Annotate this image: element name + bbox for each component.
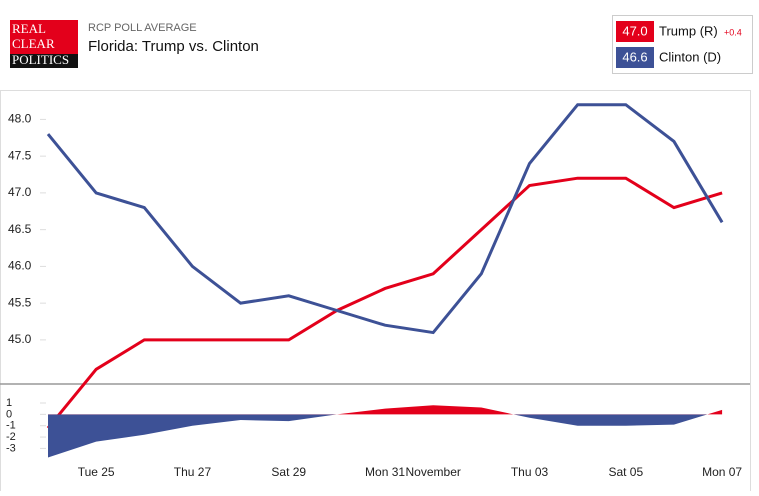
x-tick-label: November xyxy=(406,465,461,479)
logo-text: REAL xyxy=(12,21,46,36)
x-tick-label: Mon 31 xyxy=(365,465,405,479)
series-line xyxy=(46,176,723,430)
chart-title: Florida: Trump vs. Clinton xyxy=(88,38,259,55)
y-tick-label: 46.0 xyxy=(8,259,32,273)
y-tick-label: 1 xyxy=(6,397,12,409)
y-tick-label: 46.5 xyxy=(8,222,32,236)
spread-area xyxy=(48,405,723,458)
series-line xyxy=(46,103,724,335)
legend-value: 46.6 xyxy=(622,49,647,64)
y-tick-label: 47.0 xyxy=(8,185,32,199)
logo-band xyxy=(10,54,78,68)
plot-frame xyxy=(0,90,751,496)
x-tick-label: Thu 27 xyxy=(174,465,212,479)
x-tick-label: Tue 25 xyxy=(78,465,115,479)
legend-swatch xyxy=(616,21,654,42)
logo-text: CLEAR xyxy=(12,36,55,51)
x-tick-label: Sat 05 xyxy=(608,465,643,479)
legend-change: +0.4 xyxy=(724,27,742,37)
y-tick-label: 45.0 xyxy=(8,332,32,346)
x-tick-label: Thu 03 xyxy=(511,465,549,479)
y-tick-label: -3 xyxy=(6,442,16,454)
y-tick-label: 0 xyxy=(6,408,12,420)
y-tick-label: -1 xyxy=(6,420,16,432)
y-tick-label: 45.5 xyxy=(8,295,32,309)
legend-label: Trump (R) xyxy=(659,23,718,38)
x-tick-label: Sat 29 xyxy=(271,465,306,479)
legend-label: Clinton (D) xyxy=(659,49,721,64)
y-tick-label: 48.0 xyxy=(8,112,32,126)
legend-value: 47.0 xyxy=(622,23,647,38)
logo-text: POLITICS xyxy=(12,52,69,67)
y-tick-label: -2 xyxy=(6,431,16,443)
kicker: RCP POLL AVERAGE xyxy=(88,22,197,34)
x-tick-label: Mon 07 xyxy=(702,465,742,479)
legend-swatch xyxy=(616,47,654,68)
y-tick-label: 47.5 xyxy=(8,148,32,162)
